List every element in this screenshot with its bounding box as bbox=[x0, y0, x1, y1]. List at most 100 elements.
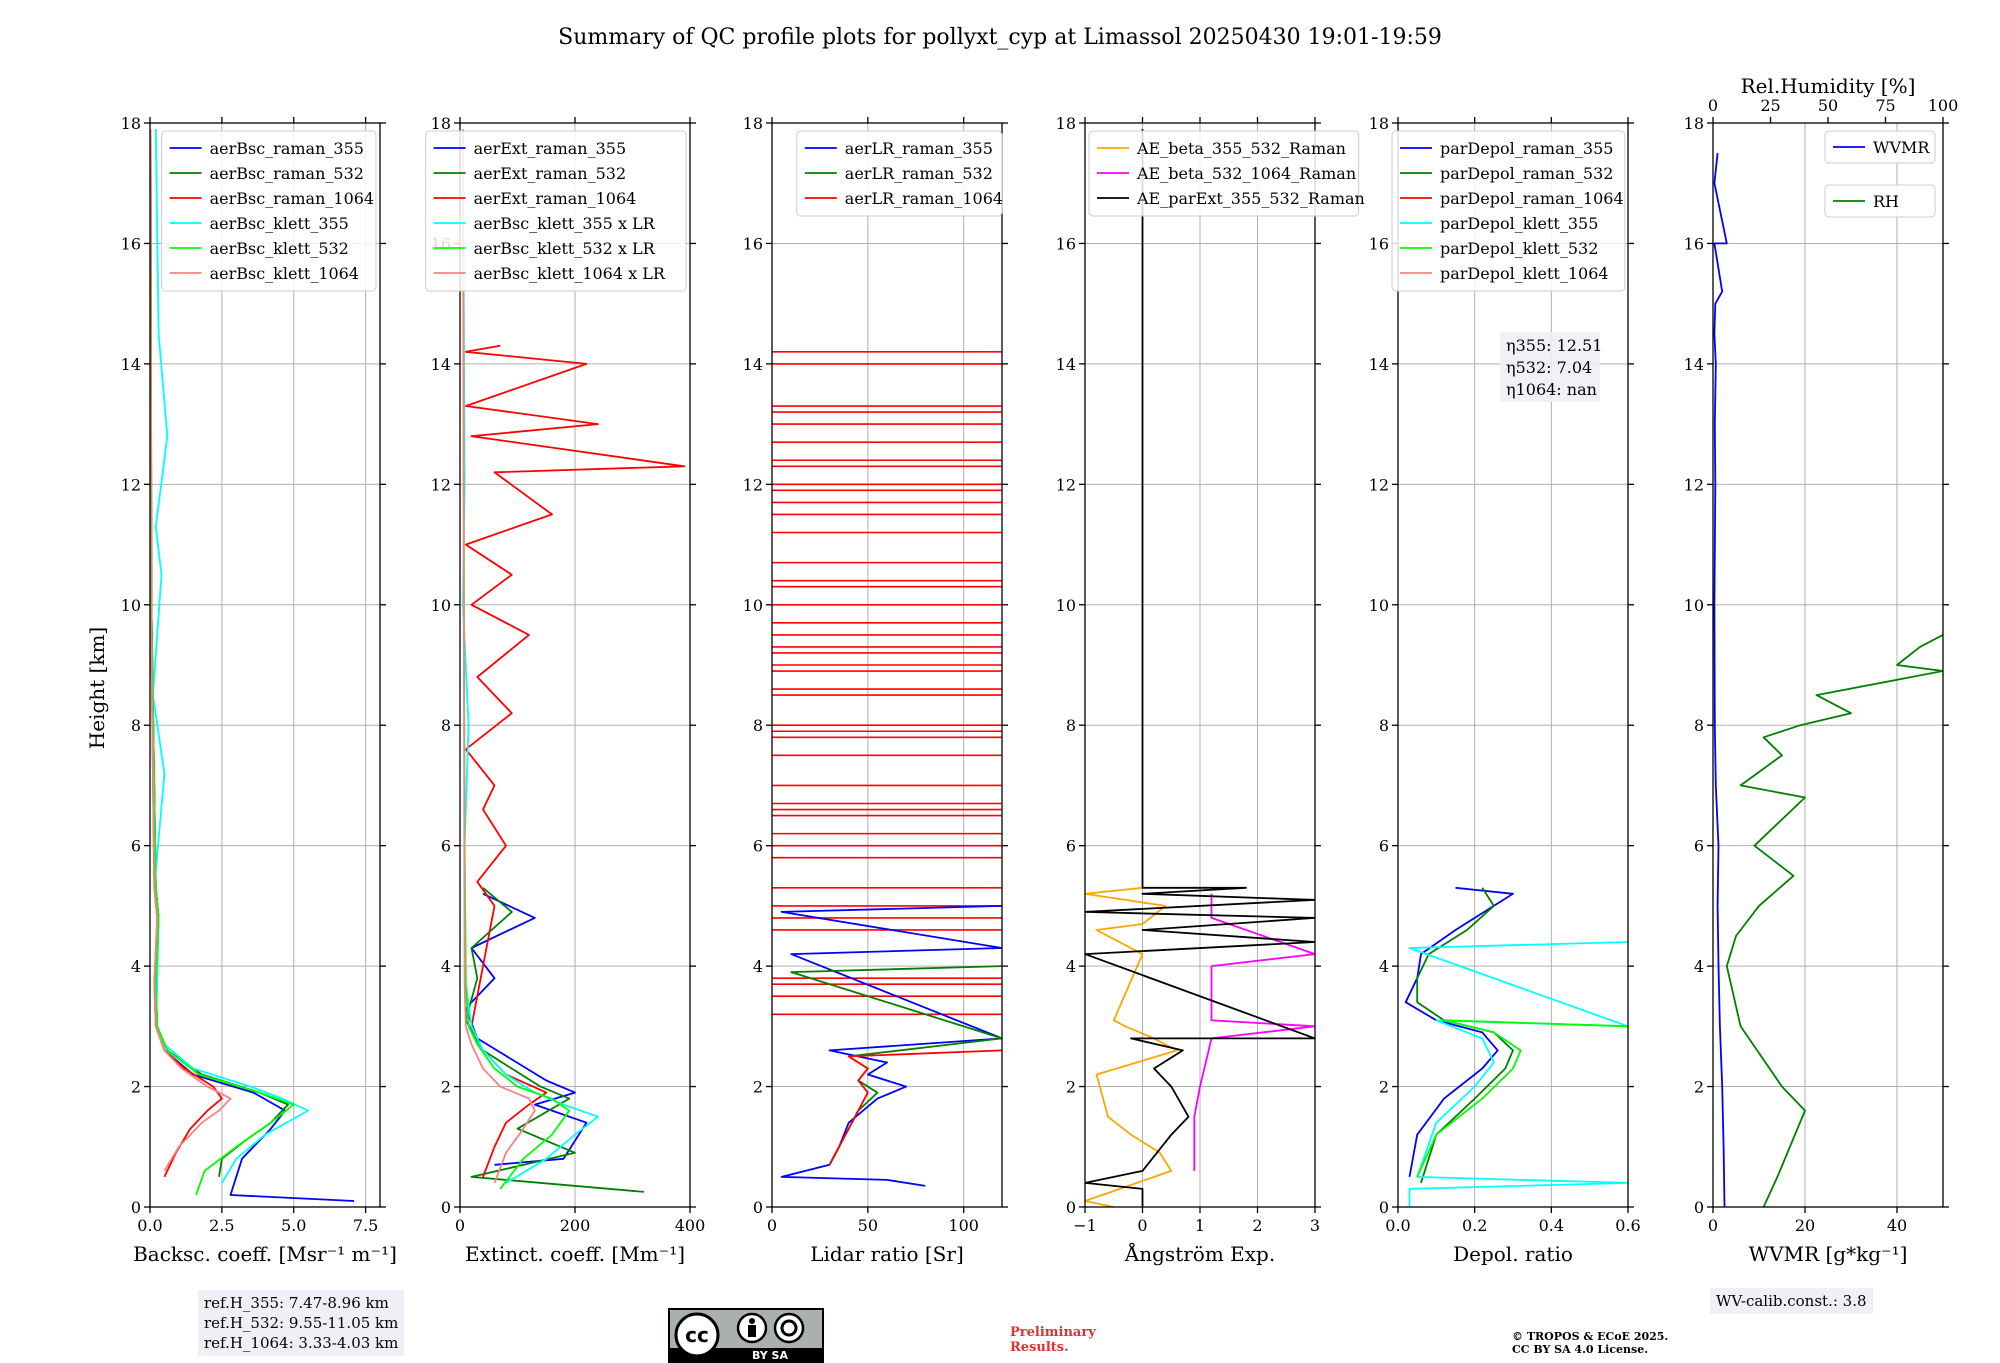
x-tick-label: 0.0 bbox=[137, 1216, 162, 1235]
x-tick-label: −1 bbox=[1073, 1216, 1097, 1235]
panel-1: 0 2 4 6 8 10 12 14 16 18 0.0 2.5 5.0 7.5 Backsc. coeff… bbox=[121, 114, 397, 1266]
y-tick-label: 2 bbox=[1379, 1078, 1389, 1097]
axes-frame bbox=[1397, 122, 1629, 1208]
legend-entry: aerLR_raman_1064 bbox=[845, 189, 1003, 208]
x-axis-label: Ångström Exp. bbox=[1124, 1241, 1275, 1266]
y-tick-label: 14 bbox=[1684, 355, 1704, 374]
y-tick-label: 4 bbox=[1379, 957, 1389, 976]
ref-height-355: ref.H_355: 7.47-8.96 km bbox=[204, 1294, 389, 1312]
y-tick-label: 0 bbox=[441, 1198, 451, 1217]
x-tick-label: 0 bbox=[455, 1216, 465, 1235]
copyright-line-1: © TROPOS & ECoE 2025. bbox=[1512, 1330, 1669, 1343]
legend-entry: parDepol_raman_355 bbox=[1440, 139, 1613, 158]
x-tick-label: 7.5 bbox=[353, 1216, 378, 1235]
legend-entry: RH bbox=[1873, 192, 1899, 211]
x-tick-label: 2.5 bbox=[209, 1216, 234, 1235]
plot-area bbox=[772, 351, 1002, 1187]
x-tick-label: 100 bbox=[948, 1216, 979, 1235]
y-tick-label: 16 bbox=[1684, 234, 1704, 253]
y-tick-label: 4 bbox=[131, 957, 141, 976]
eta-label: η1064: nan bbox=[1506, 380, 1597, 399]
y-tick-label: 12 bbox=[121, 475, 141, 494]
x-tick-label: 2 bbox=[1252, 1216, 1262, 1235]
cc-by-sa-icon: cc BY SA bbox=[670, 1312, 822, 1361]
y-tick-label: 0 bbox=[1379, 1198, 1389, 1217]
y-tick-label: 6 bbox=[1066, 837, 1076, 856]
y-tick-label: 6 bbox=[441, 837, 451, 856]
y-tick-label: 10 bbox=[743, 596, 763, 615]
legend-entry: aerBsc_klett_1064 x LR bbox=[474, 264, 666, 283]
y-tick-label: 18 bbox=[1369, 114, 1389, 133]
legend: aerLR_raman_355 aerLR_raman_532 aerLR_rama… bbox=[796, 130, 1003, 217]
axes-frame bbox=[1712, 122, 1944, 1208]
legend-entry: parDepol_klett_355 bbox=[1440, 214, 1598, 233]
series-line-aerBsc_klett_532 x LR bbox=[461, 128, 571, 1190]
wv-calib-box: WV-calib.const.: 3.8 bbox=[1710, 1288, 1873, 1314]
x-tick-label: 50 bbox=[858, 1216, 878, 1235]
y-tick-label: 14 bbox=[431, 355, 451, 374]
plot-area bbox=[1404, 886, 1628, 1207]
x2-tick-label: 100 bbox=[1928, 96, 1959, 115]
series-line-aerLR_raman_355 bbox=[780, 905, 1002, 1187]
y-axis-label: Height [km] bbox=[85, 627, 109, 749]
legend-entry: aerBsc_klett_355 bbox=[210, 214, 349, 233]
y-tick-label: 8 bbox=[1694, 716, 1704, 735]
eta-box bbox=[1500, 332, 1600, 402]
panel-2: 0246810121416180200400Extinct. coeff. [M… bbox=[425, 114, 706, 1266]
ref-heights-box: ref.H_355: 7.47-8.96 km ref.H_532: 9.55-… bbox=[198, 1290, 405, 1356]
series-line-RH bbox=[1725, 634, 1943, 1207]
y-tick-label: 0 bbox=[753, 1198, 763, 1217]
axes-frame bbox=[771, 122, 1003, 1208]
legend-box bbox=[1088, 130, 1360, 217]
x2-tick-label: 0 bbox=[1708, 96, 1718, 115]
y-tick-label: 2 bbox=[1694, 1078, 1704, 1097]
x-tick-label: 5.0 bbox=[281, 1216, 306, 1235]
legend-entry: AE_beta_532_1064_Raman bbox=[1136, 164, 1356, 183]
y-tick-label: 12 bbox=[431, 475, 451, 494]
x-tick-label: 400 bbox=[675, 1216, 706, 1235]
x2-tick-label: 25 bbox=[1760, 96, 1780, 115]
legend: AE_beta_355_532_Raman AE_beta_532_1064_Ra… bbox=[1088, 130, 1365, 217]
copyright-line-2: CC BY SA 4.0 License. bbox=[1512, 1343, 1649, 1356]
series-line-parDepol_klett_532 bbox=[1416, 1019, 1628, 1178]
legend-entry: aerBsc_klett_355 x LR bbox=[474, 214, 656, 233]
y-tick-label: 0 bbox=[131, 1198, 141, 1217]
x-tick-label: 3 bbox=[1310, 1216, 1320, 1235]
x2-tick-label: 50 bbox=[1818, 96, 1838, 115]
x-tick-label: 0 bbox=[1708, 1216, 1718, 1235]
series-line-AE_beta_355_532_Raman bbox=[1085, 886, 1178, 1207]
legend-entry: aerExt_raman_532 bbox=[474, 164, 627, 183]
legend-entry: aerBsc_klett_1064 bbox=[210, 264, 359, 283]
series-line-aerExt_raman_1064 bbox=[464, 344, 686, 1178]
plot-area bbox=[150, 128, 355, 1202]
legend-box bbox=[796, 130, 1003, 217]
series-line-aerBsc_klett_355 bbox=[151, 128, 310, 1184]
y-tick-label: 18 bbox=[1056, 114, 1076, 133]
legend-entry: aerExt_raman_355 bbox=[474, 139, 627, 158]
legend-entry: parDepol_raman_532 bbox=[1440, 164, 1613, 183]
y-tick-label: 12 bbox=[743, 475, 763, 494]
y-tick-label: 10 bbox=[1684, 596, 1704, 615]
y-tick-label: 2 bbox=[131, 1078, 141, 1097]
panel-5: 0 2 4 6 8 10 12 14 16 18 0.0 0.2 0.4 0.6 Depol. ratio p… bbox=[1369, 114, 1641, 1266]
legend-entry: aerLR_raman_355 bbox=[845, 139, 993, 158]
x-axis-label: WVMR [g*kg⁻¹] bbox=[1749, 1242, 1908, 1266]
series-line-aerBsc_klett_532 bbox=[150, 128, 295, 1196]
y-tick-label: 16 bbox=[121, 234, 141, 253]
legend-entry: parDepol_klett_532 bbox=[1440, 239, 1598, 258]
preliminary-line-2: Results. bbox=[1010, 1340, 1069, 1355]
y-tick-label: 2 bbox=[441, 1078, 451, 1097]
y-tick-label: 2 bbox=[1066, 1078, 1076, 1097]
x-tick-label: 1 bbox=[1195, 1216, 1205, 1235]
legend-box bbox=[161, 130, 377, 292]
x-axis-label: Backsc. coeff. [Msr⁻¹ m⁻¹] bbox=[133, 1242, 397, 1266]
y-tick-label: 4 bbox=[753, 957, 763, 976]
x-tick-label: 0.6 bbox=[1615, 1216, 1640, 1235]
legend-entry: aerBsc_raman_532 bbox=[210, 164, 364, 183]
legend: parDepol_raman_355 parDepol_raman_532 parD… bbox=[1391, 130, 1626, 292]
y-tick-label: 0 bbox=[1694, 1198, 1704, 1217]
